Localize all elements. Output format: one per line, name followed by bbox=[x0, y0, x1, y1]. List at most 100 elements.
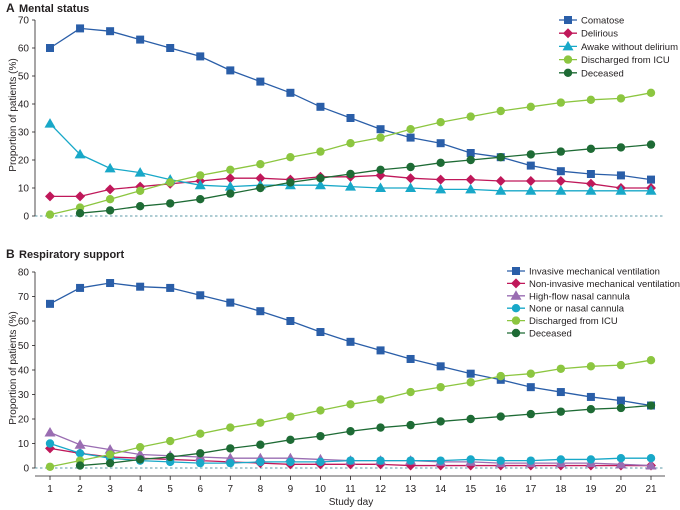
data-point bbox=[436, 382, 445, 392]
legend-label: Comatose bbox=[581, 16, 624, 27]
data-point bbox=[166, 283, 175, 292]
y-tick-label: 70 bbox=[18, 292, 30, 303]
data-point bbox=[646, 454, 656, 463]
data-point bbox=[286, 412, 295, 421]
legend-label: Deceased bbox=[529, 329, 572, 340]
legend-marker bbox=[511, 278, 521, 289]
legend-label: High-flow nasal cannula bbox=[529, 291, 631, 302]
data-point bbox=[556, 407, 566, 416]
data-point bbox=[585, 185, 597, 195]
data-point bbox=[75, 209, 85, 218]
data-point bbox=[647, 175, 655, 184]
panel-a-mental-status: 0 10 20 30 40 50 60 70 Comatose Delirious Awake wi… bbox=[18, 16, 678, 223]
data-point bbox=[346, 114, 355, 122]
data-point bbox=[466, 378, 475, 387]
legend-marker bbox=[511, 328, 521, 338]
data-point bbox=[45, 439, 55, 448]
data-point bbox=[316, 406, 325, 415]
data-point bbox=[585, 178, 596, 189]
y-tick-label: 70 bbox=[18, 16, 30, 27]
data-point bbox=[466, 155, 475, 165]
y-tick-label: 60 bbox=[18, 317, 30, 328]
legend-marker bbox=[512, 267, 520, 275]
data-point bbox=[346, 456, 355, 465]
data-point bbox=[345, 181, 356, 191]
data-point bbox=[436, 417, 445, 426]
x-tick-label: 2 bbox=[77, 484, 83, 495]
data-point bbox=[256, 77, 265, 86]
data-point bbox=[406, 456, 415, 465]
y-tick-label: 20 bbox=[18, 415, 30, 426]
data-point bbox=[256, 457, 265, 467]
y-tick-label: 10 bbox=[18, 184, 30, 195]
data-point bbox=[646, 356, 656, 365]
data-point bbox=[166, 44, 175, 52]
legend-label: Deceased bbox=[581, 68, 624, 79]
x-tick-label: 10 bbox=[315, 484, 327, 495]
x-tick-label: 6 bbox=[197, 484, 203, 495]
y-tick-label: 80 bbox=[18, 268, 30, 279]
x-tick-label: 20 bbox=[615, 484, 627, 495]
data-point bbox=[556, 455, 566, 464]
data-point bbox=[76, 24, 85, 33]
panel-a-letter: A bbox=[6, 1, 15, 15]
data-point bbox=[346, 169, 355, 179]
data-point bbox=[495, 176, 506, 186]
x-tick-label: 13 bbox=[405, 484, 417, 495]
data-point bbox=[135, 442, 145, 452]
data-point bbox=[135, 455, 145, 464]
data-point bbox=[135, 186, 145, 195]
data-point bbox=[436, 139, 445, 148]
legend-label: Discharged from ICU bbox=[529, 316, 618, 327]
data-point bbox=[526, 456, 535, 465]
data-point bbox=[226, 444, 235, 453]
data-point bbox=[466, 149, 475, 157]
data-point bbox=[196, 449, 205, 458]
data-point bbox=[645, 460, 657, 470]
data-point bbox=[375, 182, 387, 192]
legend-marker bbox=[562, 40, 574, 51]
legend: Invasive mechanical ventilationNon-invas… bbox=[507, 267, 680, 340]
data-point bbox=[316, 457, 325, 467]
data-point bbox=[76, 283, 85, 292]
data-point bbox=[616, 454, 626, 463]
data-point bbox=[526, 161, 535, 170]
data-point bbox=[44, 426, 56, 437]
data-point bbox=[406, 162, 415, 172]
x-tick-label: 15 bbox=[465, 484, 477, 495]
y-tick-label: 40 bbox=[18, 100, 30, 111]
series-discharged-from-icu bbox=[45, 356, 656, 471]
data-point bbox=[226, 189, 235, 198]
data-point bbox=[526, 369, 535, 378]
data-point bbox=[406, 354, 415, 363]
data-point bbox=[615, 458, 627, 469]
data-point bbox=[646, 88, 656, 98]
data-point bbox=[316, 328, 325, 337]
data-point bbox=[556, 147, 566, 156]
data-point bbox=[556, 167, 565, 176]
data-point bbox=[406, 133, 415, 142]
data-point bbox=[136, 35, 145, 44]
y-tick-label: 50 bbox=[18, 341, 30, 352]
data-point bbox=[224, 181, 236, 191]
data-point bbox=[104, 162, 116, 173]
panel-b-letter: B bbox=[6, 247, 15, 261]
data-point bbox=[45, 462, 55, 471]
data-point bbox=[286, 457, 295, 467]
data-point bbox=[556, 98, 566, 107]
data-point bbox=[646, 401, 656, 410]
legend-label: Discharged from ICU bbox=[581, 55, 670, 66]
data-point bbox=[616, 396, 625, 405]
data-point bbox=[435, 183, 447, 194]
data-point bbox=[555, 185, 567, 195]
data-point bbox=[226, 298, 235, 307]
x-tick-label: 11 bbox=[345, 484, 356, 495]
data-point bbox=[46, 44, 54, 52]
data-point bbox=[196, 171, 205, 180]
legend-label: Awake without delirium bbox=[581, 42, 678, 53]
data-point bbox=[196, 291, 205, 300]
data-point bbox=[286, 435, 295, 445]
series-line bbox=[79, 143, 652, 214]
legend-marker bbox=[563, 55, 573, 64]
